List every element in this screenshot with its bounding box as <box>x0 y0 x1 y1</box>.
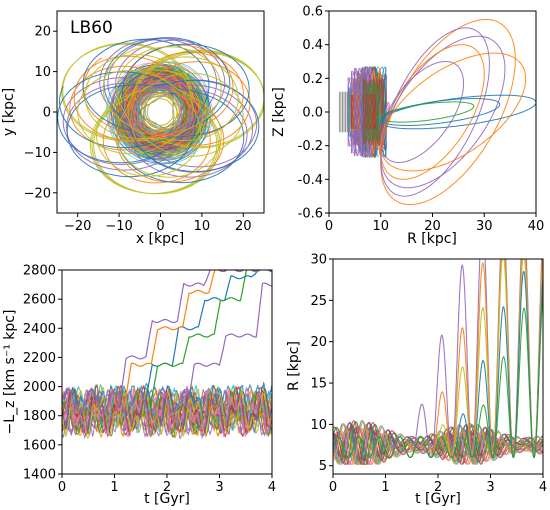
lz-band-line <box>62 390 272 438</box>
r-growing-line <box>333 294 543 459</box>
disk-orbit-rz <box>362 78 384 146</box>
y-tick-label: 0.4 <box>302 38 323 53</box>
outer-loop-rz <box>380 98 501 126</box>
y-tick-label: 20 <box>310 335 327 350</box>
y-tick-label: 10 <box>34 65 51 80</box>
inner-ring <box>143 94 178 130</box>
y-tick-label: 0.6 <box>302 5 323 20</box>
lz-ylabel: −L_z [km s⁻¹ kpc] <box>2 310 18 435</box>
panel-rt: 0 1 2 3 4 5 10 15 20 25 30 t [Gyr] R [kpc] <box>286 253 547 508</box>
y-tick-label: 10 <box>310 418 327 433</box>
y-tick-label: 20 <box>34 25 51 40</box>
y-tick-label: 0.0 <box>302 106 323 121</box>
y-tick-label: 2400 <box>23 322 56 337</box>
y-tick-label: -0.6 <box>298 207 323 222</box>
x-tick-label: 40 <box>528 219 545 234</box>
rz-ticks: 0 10 20 30 40 -0.6 -0.4 -0.2 0.0 0.2 0.4 0.6 <box>298 5 545 235</box>
outer-orbit <box>62 37 258 178</box>
xy-ylabel: y [kpc] <box>1 88 17 136</box>
y-tick-label: 0 <box>43 106 51 121</box>
panel-xy: LB60 −20 −10 0 10 20 −20 −10 0 10 20 x [kpc] y [k… <box>1 10 265 247</box>
rz-ylabel: Z [kpc] <box>271 87 287 137</box>
y-tick-label: 25 <box>310 294 327 309</box>
y-tick-label: 15 <box>310 377 327 392</box>
outer-loop-rz <box>380 101 475 123</box>
x-tick-label: 20 <box>424 219 441 234</box>
y-tick-label: 2200 <box>23 351 56 366</box>
y-tick-label: -0.2 <box>298 139 323 154</box>
y-tick-label: −20 <box>24 186 51 201</box>
y-tick-label: 1400 <box>23 468 56 483</box>
panel-lz: 0 1 2 3 4 1400 1600 1800 2000 2200 2400 2600 2800 t … <box>2 264 276 508</box>
x-tick-label: 10 <box>372 219 389 234</box>
outer-orbit <box>61 42 264 195</box>
lz-series <box>62 270 272 440</box>
lz-step-line <box>62 282 272 414</box>
x-tick-label: 0 <box>58 480 66 495</box>
y-tick-label: 1800 <box>23 409 56 424</box>
x-tick-label: 2 <box>434 480 442 495</box>
panel-rz: 0 10 20 30 40 -0.6 -0.4 -0.2 0.0 0.2 0.4 0.6 R [kpc… <box>271 5 544 248</box>
x-tick-label: −20 <box>64 219 91 234</box>
xy-ticks: −20 −10 0 10 20 −20 −10 0 10 20 <box>24 25 252 234</box>
y-tick-label: −10 <box>24 146 51 161</box>
x-tick-label: 3 <box>215 480 223 495</box>
lz-ticks: 0 1 2 3 4 1400 1600 1800 2000 2200 2400 2600 2800 <box>23 264 276 496</box>
lb60-label: LB60 <box>70 18 113 38</box>
rt-ylabel: R [kpc] <box>286 341 302 391</box>
x-tick-label: 0 <box>325 219 333 234</box>
x-tick-label: 1 <box>381 480 389 495</box>
x-tick-label: 4 <box>539 480 547 495</box>
inner-ring <box>140 92 181 132</box>
x-tick-label: 3 <box>486 480 494 495</box>
rz-orbits <box>338 18 536 206</box>
rt-series <box>333 259 543 465</box>
x-tick-label: 0 <box>156 219 164 234</box>
x-tick-label: −10 <box>105 219 132 234</box>
y-tick-label: 0.2 <box>302 72 323 87</box>
rt-ticks: 0 1 2 3 4 5 10 15 20 25 30 <box>310 253 547 496</box>
disk-orbit-rz <box>353 67 366 157</box>
x-tick-label: 10 <box>194 219 211 234</box>
inner-ring <box>146 98 175 126</box>
r-band-line <box>333 426 543 465</box>
outer-loop-rz <box>380 27 490 197</box>
r-band-line <box>333 421 543 462</box>
rz-xlabel: R [kpc] <box>407 231 457 247</box>
disk-orbit <box>122 74 200 150</box>
x-tick-label: 0 <box>329 480 337 495</box>
y-tick-label: -0.4 <box>298 173 323 188</box>
lz-xlabel: t [Gyr] <box>144 491 190 507</box>
outer-orbit <box>77 46 244 178</box>
xy-xlabel: x [kpc] <box>136 231 184 247</box>
xy-orbits <box>57 37 264 195</box>
rt-xlabel: t [Gyr] <box>415 491 461 507</box>
outer-loop-rz <box>380 94 536 130</box>
y-tick-label: 2000 <box>23 380 56 395</box>
y-tick-label: 2800 <box>23 264 56 279</box>
y-tick-label: 1600 <box>23 438 56 453</box>
x-tick-label: 4 <box>268 480 276 495</box>
x-tick-label: 30 <box>476 219 493 234</box>
outer-orbit <box>69 44 251 184</box>
r-band-line <box>333 419 543 460</box>
y-tick-label: 30 <box>310 253 327 268</box>
y-tick-label: 2600 <box>23 293 56 308</box>
x-tick-label: 1 <box>110 480 118 495</box>
x-tick-label: 20 <box>235 219 252 234</box>
x-tick-label: 2 <box>163 480 171 495</box>
y-tick-label: 5 <box>319 459 327 474</box>
